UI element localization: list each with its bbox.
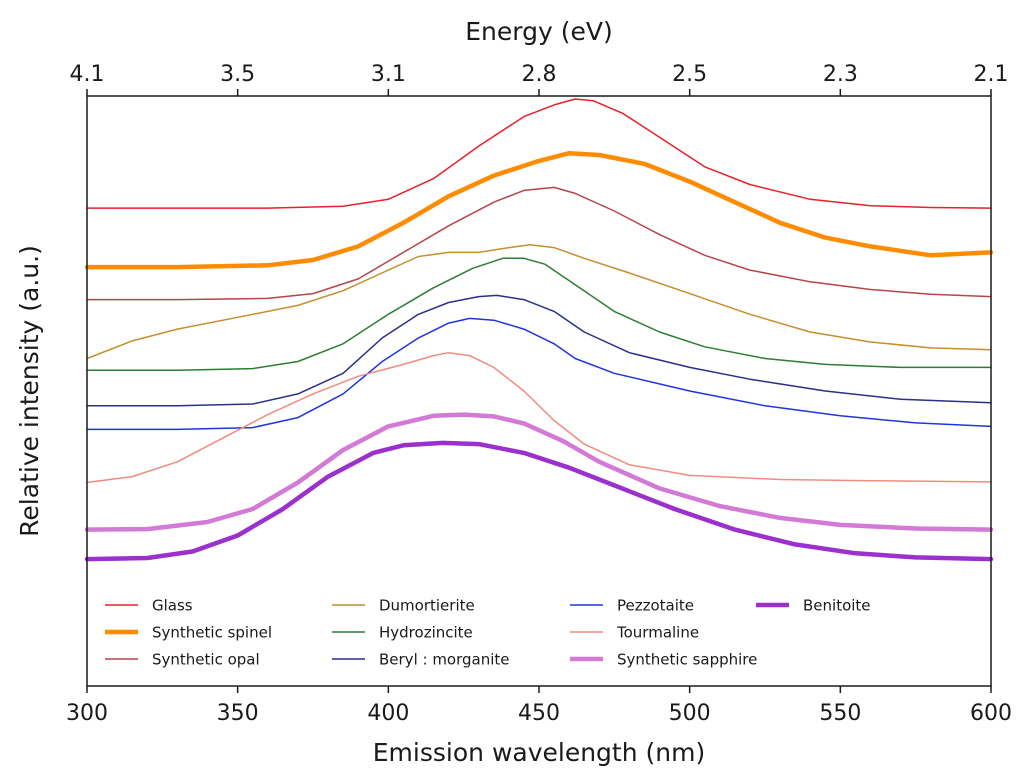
legend-label: Pezzotaite <box>617 597 694 615</box>
y-axis-title: Relative intensity (a.u.) <box>15 245 44 537</box>
top-axis-title: Energy (eV) <box>465 17 612 46</box>
series-line-pezzotaite <box>86 317 992 431</box>
ticks-layer: 300 350 400 450 500 550 600 4.1 3.5 3.1 2.8 2.5 2.3 2… <box>66 62 1012 726</box>
legend-label: Dumortierite <box>379 597 475 615</box>
series-line-synthetic-opal <box>86 186 992 301</box>
series-line-synthetic-sapphire <box>84 412 994 532</box>
x-tick-label: 500 <box>669 701 711 726</box>
top-tick-label: 4.1 <box>70 62 105 87</box>
top-tick-label: 3.5 <box>220 62 255 87</box>
legend-label: Beryl : morganite <box>379 651 510 669</box>
legend-label: Synthetic sapphire <box>617 651 757 669</box>
legend-label: Synthetic opal <box>152 651 260 669</box>
x-tick-label: 300 <box>66 701 108 726</box>
series-line-synthetic-spinel <box>84 150 994 270</box>
series-line-benitoite <box>84 440 994 562</box>
series-line-dumortierite <box>86 243 992 360</box>
x-tick-label: 450 <box>518 701 560 726</box>
top-tick-label: 2.1 <box>974 62 1009 87</box>
legend-label: Benitoite <box>803 597 871 615</box>
top-tick-label: 2.3 <box>823 62 858 87</box>
top-tick-label: 3.1 <box>371 62 406 87</box>
legend-label: Tourmaline <box>616 624 699 642</box>
x-tick-label: 600 <box>970 701 1012 726</box>
series-line-hydrozincite <box>86 257 992 372</box>
x-tick-label: 550 <box>819 701 861 726</box>
x-axis-title: Emission wavelength (nm) <box>373 738 705 767</box>
top-tick-label: 2.8 <box>522 62 557 87</box>
series-line-tourmaline <box>86 351 992 484</box>
legend-label: Glass <box>152 597 193 615</box>
series-line-beryl-morganite <box>86 294 992 407</box>
top-tick-label: 2.5 <box>672 62 707 87</box>
legend-label: Hydrozincite <box>379 624 473 642</box>
series-layer <box>84 98 994 562</box>
legend-label: Synthetic spinel <box>152 624 272 642</box>
x-tick-label: 400 <box>367 701 409 726</box>
series-line-glass <box>86 98 992 209</box>
x-tick-label: 350 <box>217 701 259 726</box>
legend: Glass Synthetic spinel Synthetic opal Dumor… <box>105 597 871 669</box>
